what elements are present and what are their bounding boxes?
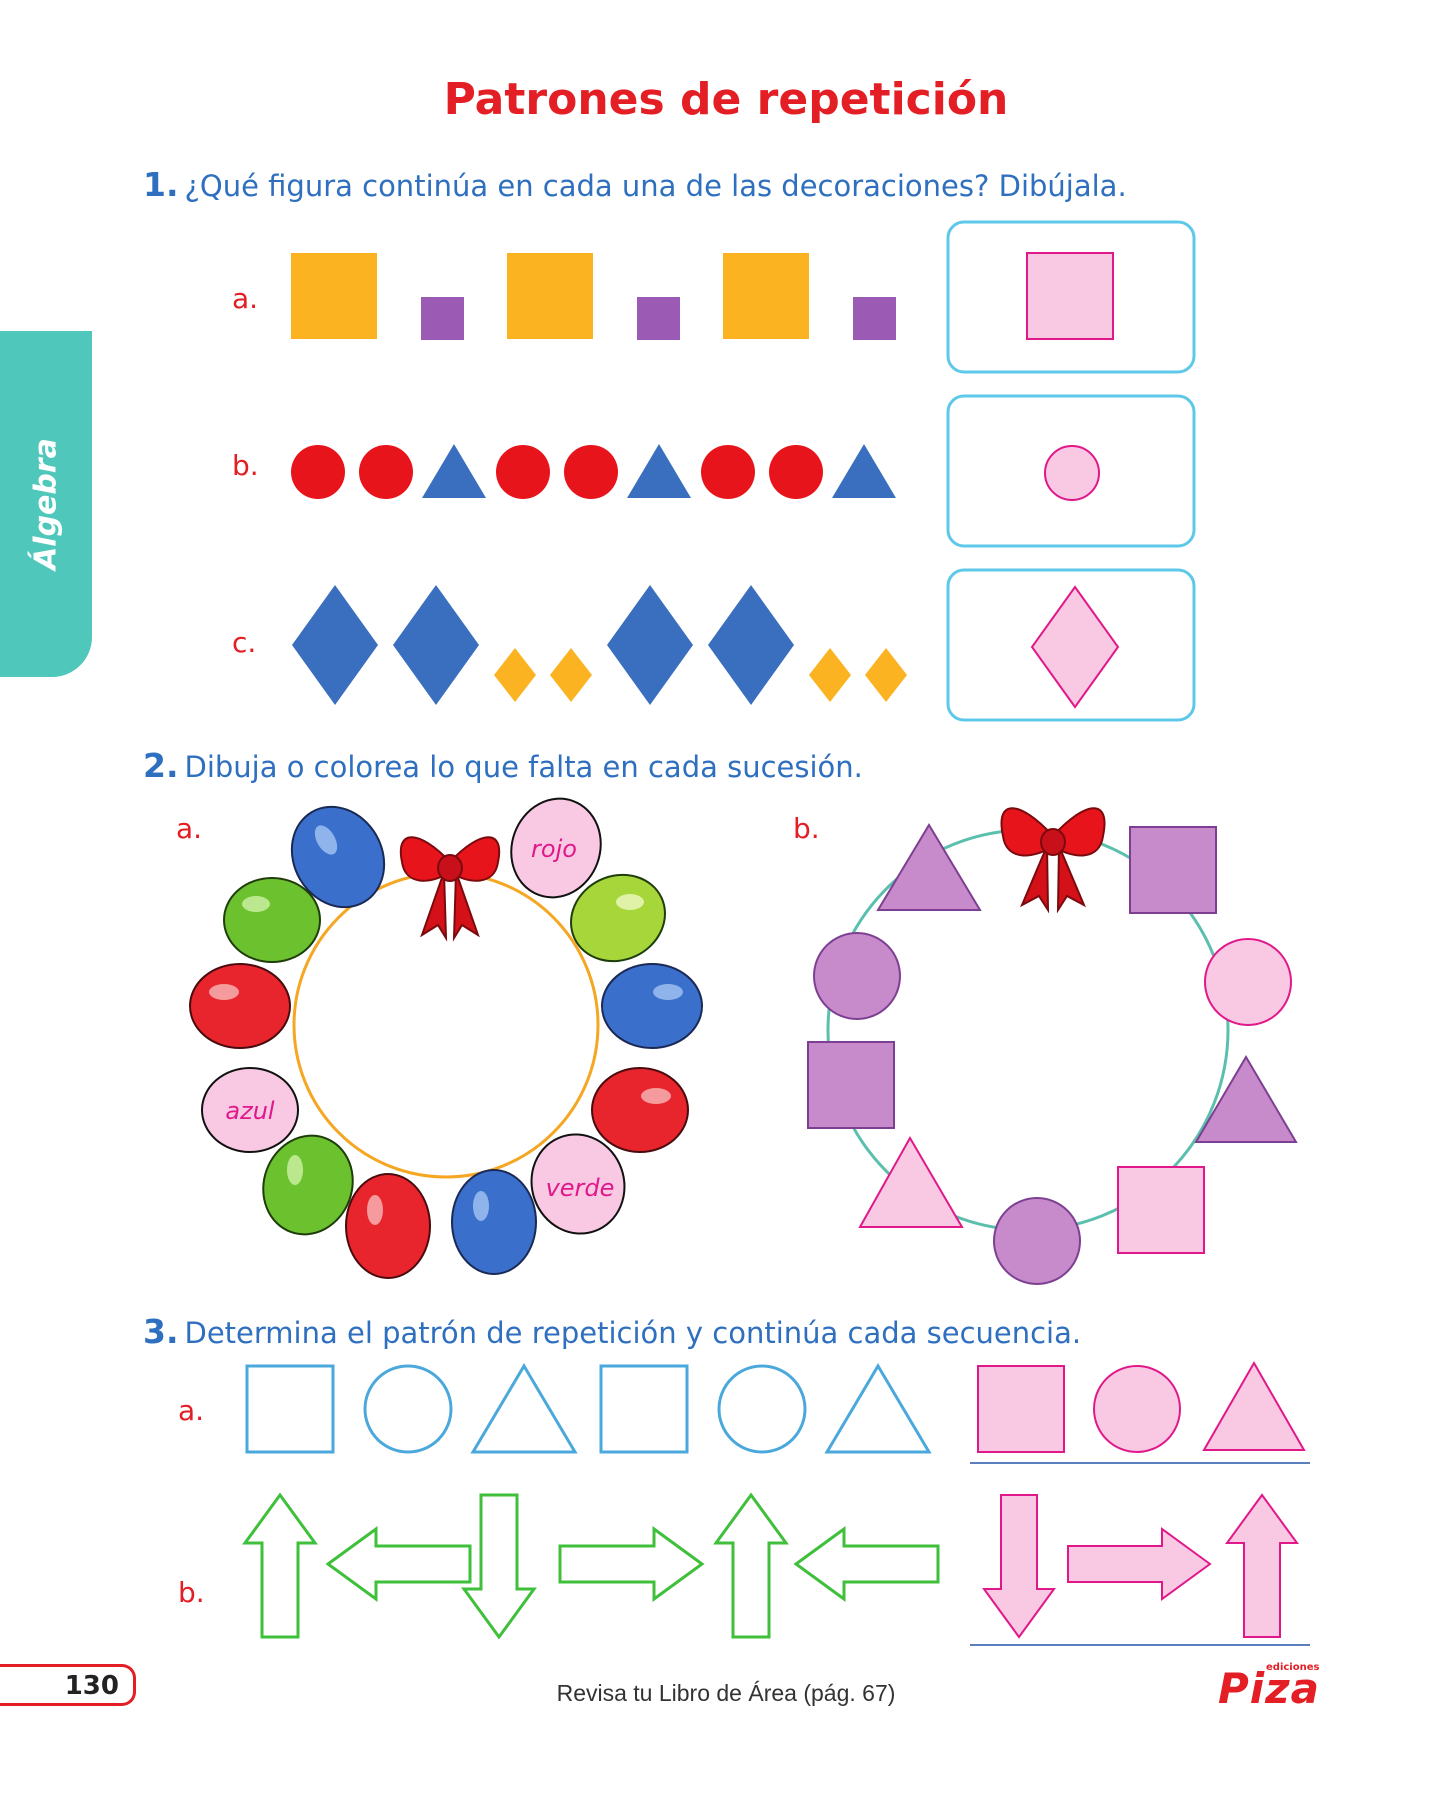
ring-square-bottom-right	[1117, 1166, 1205, 1254]
q1-row-b-sequence	[291, 444, 896, 499]
q3-row-b-answer	[982, 1493, 1299, 1639]
question-3-text: Determina el patrón de repetición y cont…	[184, 1316, 1082, 1350]
q1-answer-diamond	[1030, 585, 1120, 709]
balloon-green-top-left	[223, 877, 321, 963]
publisher-logo: Piza	[1218, 1664, 1320, 1713]
balloon-red-right	[591, 1067, 689, 1153]
q1-label-b: b.	[232, 449, 259, 482]
q2b-shapes-ring	[807, 807, 1298, 1285]
q3-label-a: a.	[178, 1394, 205, 1427]
q1-row-c-sequence	[292, 585, 907, 705]
balloon-word-verde: verde	[546, 1174, 615, 1202]
q1-answer-square	[1026, 252, 1114, 340]
ring-circle-left	[813, 932, 901, 1020]
q2-label-b: b.	[793, 812, 820, 845]
question-2: 2. Dibuja o colorea lo que falta en cada …	[143, 746, 863, 785]
q1-label-c: c.	[232, 626, 257, 659]
question-3: 3. Determina el patrón de repetición y co…	[143, 1312, 1081, 1351]
balloon-word-rojo: rojo	[531, 835, 577, 863]
balloon-red-bottom	[345, 1173, 431, 1279]
q1-row-a-sequence	[291, 253, 896, 340]
q2a-balloon-wreath: azul verde	[189, 797, 703, 1279]
q1-answer-circle	[1044, 445, 1100, 501]
question-1-number: 1.	[143, 165, 179, 204]
balloon-blue-bottom	[451, 1169, 537, 1275]
ring-circle-bottom	[993, 1197, 1081, 1285]
balloon-blue-top-left	[290, 805, 386, 909]
page-number: 130	[64, 1671, 119, 1701]
page-title: Patrones de repetición	[443, 74, 1009, 125]
balloon-red-left	[189, 963, 291, 1049]
ring-triangle-bottom-left	[858, 1135, 964, 1228]
bow-icon	[399, 836, 501, 942]
logo-small-text: ediciones	[1266, 1662, 1320, 1673]
balloon-green-top-right	[570, 873, 666, 963]
balloon-word-azul: azul	[225, 1097, 275, 1125]
ring-square-left	[807, 1041, 895, 1129]
page-number-badge: 130	[0, 1664, 136, 1706]
ring-triangle-top-left	[876, 823, 982, 911]
q2-label-a: a.	[176, 812, 203, 845]
balloon-pink-rojo: rojo	[510, 797, 602, 899]
side-tab: Álgebra	[0, 331, 92, 677]
ring-circle-right	[1204, 938, 1292, 1026]
q1-label-a: a.	[232, 282, 259, 315]
balloon-green-bottom-left	[262, 1134, 354, 1236]
question-2-number: 2.	[143, 746, 179, 785]
q3-row-a-answer	[977, 1360, 1306, 1453]
balloon-pink-verde: verde	[530, 1133, 626, 1235]
question-2-text: Dibuja o colorea lo que falta en cada su…	[184, 750, 863, 784]
q3-label-b: b.	[178, 1576, 205, 1609]
balloon-pink-azul: azul	[201, 1067, 299, 1153]
question-1-text: ¿Qué figura continúa en cada una de las …	[184, 169, 1127, 203]
footer-reference: Revisa tu Libro de Área (pág. 67)	[556, 1680, 896, 1706]
q3-row-a-sequence	[245, 1363, 932, 1454]
question-1: 1. ¿Qué figura continúa en cada una de la…	[143, 165, 1127, 204]
q3-row-b-sequence	[242, 1492, 940, 1640]
ring-triangle-right	[1194, 1055, 1298, 1143]
question-3-number: 3.	[143, 1312, 179, 1351]
ring-square-top-right	[1129, 826, 1217, 914]
bow-icon	[1000, 807, 1106, 914]
balloon-blue-right	[601, 963, 703, 1049]
